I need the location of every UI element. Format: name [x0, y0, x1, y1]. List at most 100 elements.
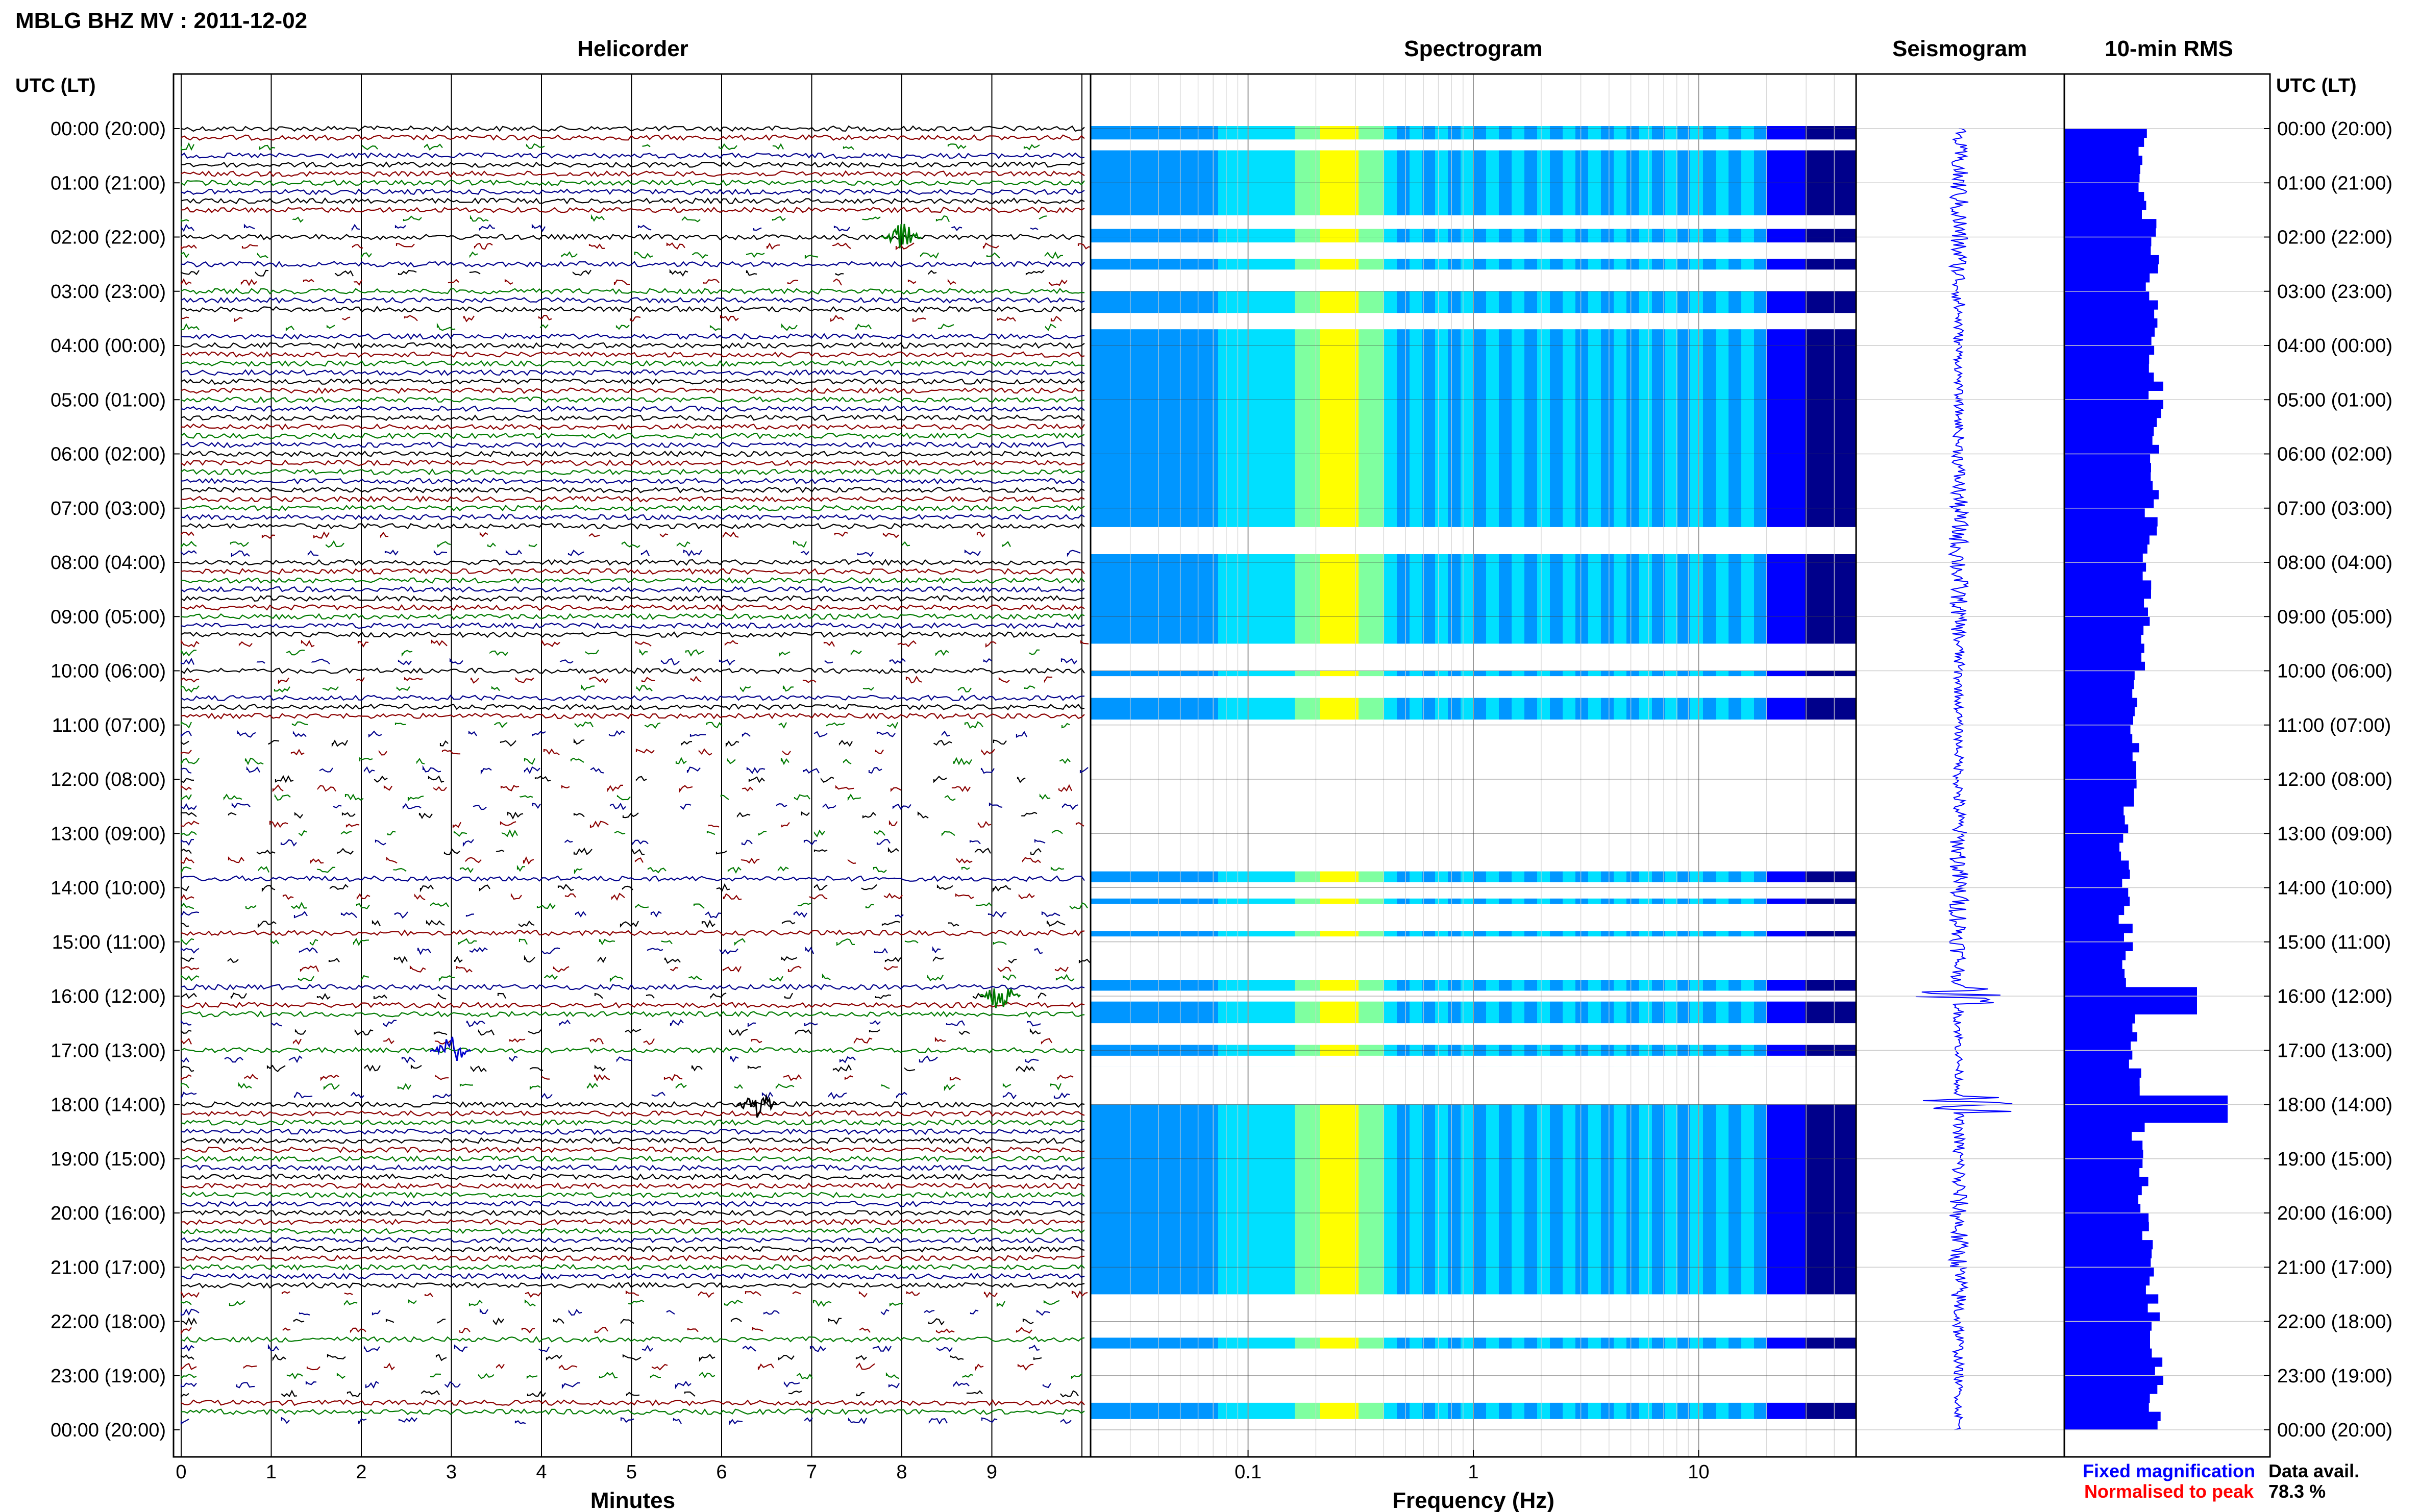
- time-label-right: 06:00 (02:00): [2277, 444, 2392, 465]
- rms-bar: [2064, 1150, 2143, 1159]
- helicorder-trace: [180, 1091, 1070, 1100]
- time-label-right: 11:00 (07:00): [2277, 715, 2391, 736]
- rms-bar: [2064, 1204, 2141, 1213]
- helicorder-trace: [181, 1219, 1085, 1226]
- rms-bar: [2064, 173, 2140, 183]
- helicorder-trace: [180, 937, 1007, 946]
- helicorder-trace: [181, 369, 1085, 376]
- helicorder-trace: [181, 360, 1085, 367]
- time-label-left: 19:00 (15:00): [51, 1149, 166, 1170]
- rms-bar: [2064, 851, 2121, 861]
- helicorder-event: [979, 988, 1021, 1008]
- rms-bar: [2064, 508, 2145, 517]
- time-label-right: 19:00 (15:00): [2277, 1149, 2392, 1170]
- utc-header-right: UTC (LT): [2276, 75, 2357, 96]
- time-label-right: 16:00 (12:00): [2277, 986, 2392, 1007]
- helicorder-trace: [180, 893, 1035, 902]
- time-label-left: 04:00 (00:00): [51, 335, 166, 357]
- rms-bar: [2064, 1267, 2154, 1277]
- panel-title-rms: 10-min RMS: [2105, 36, 2233, 61]
- helicorder-trace: [181, 1246, 1085, 1253]
- helicorder-trace: [181, 1200, 1085, 1207]
- time-label-left: 02:00 (22:00): [51, 227, 166, 249]
- spectrogram-xlabel: Frequency (Hz): [1392, 1488, 1554, 1512]
- helicorder-trace: [181, 1110, 1085, 1118]
- time-label-left: 14:00 (10:00): [51, 878, 166, 899]
- helicorder-trace: [180, 721, 1070, 729]
- helicorder-x-tick-label: 1: [266, 1461, 277, 1483]
- helicorder-trace: [180, 765, 1089, 775]
- helicorder-trace: [181, 405, 1085, 412]
- helicorder-trace: [181, 559, 1085, 566]
- time-label-right: 04:00 (00:00): [2277, 335, 2392, 357]
- helicorder-x-tick-label: 4: [536, 1461, 547, 1483]
- helicorder-trace: [180, 1055, 1039, 1063]
- helicorder-trace: [180, 1299, 1060, 1307]
- rms-bar: [2064, 544, 2148, 554]
- rms-bar: [2064, 761, 2136, 771]
- helicorder-x-tick-label: 0: [176, 1461, 186, 1483]
- helicorder-trace: [180, 1380, 1051, 1390]
- time-label-right: 10:00 (06:00): [2277, 661, 2392, 682]
- rms-bar: [2064, 626, 2144, 635]
- helicorder-trace: [180, 794, 1051, 802]
- helicorder-trace: [181, 1263, 1085, 1271]
- helicorder-trace: [181, 631, 1085, 638]
- time-label-right: 12:00 (08:00): [2277, 769, 2392, 790]
- rms-bar: [2064, 743, 2139, 753]
- helicorder-trace: [181, 233, 1085, 240]
- helicorder-trace: [180, 540, 1011, 549]
- time-label-left: 07:00 (03:00): [51, 498, 166, 519]
- panel-title-seismogram: Seismogram: [1892, 36, 2027, 61]
- helicorder-trace: [180, 142, 1040, 151]
- rms-bar: [2064, 951, 2126, 960]
- rms-bar: [2064, 345, 2155, 355]
- rms-bar: [2064, 878, 2122, 888]
- helicorder-trace: [181, 1408, 1085, 1416]
- rms-bar: [2064, 472, 2151, 482]
- helicorder-trace: [180, 1308, 1050, 1316]
- data-avail-label: Data avail.: [2268, 1460, 2359, 1481]
- rms-bar: [2064, 897, 2130, 906]
- rms-bar: [2064, 562, 2146, 572]
- rms-bar: [2064, 698, 2137, 707]
- rms-bar: [2064, 788, 2134, 798]
- helicorder-trace: [181, 288, 1085, 295]
- rms-bar: [2064, 1104, 2228, 1114]
- helicorder-trace: [181, 486, 1085, 493]
- helicorder-trace: [180, 214, 1047, 223]
- rms-bar: [2064, 824, 2129, 834]
- rms-bar: [2064, 210, 2142, 219]
- time-label-right: 20:00 (16:00): [2277, 1203, 2392, 1224]
- helicorder-x-tick-label: 8: [896, 1461, 907, 1483]
- time-label-right: 13:00 (09:00): [2277, 823, 2392, 845]
- helicorder-trace: [181, 1399, 1085, 1406]
- rms-bar: [2064, 1113, 2228, 1123]
- helicorder-trace: [181, 387, 1085, 394]
- rms-bar: [2064, 842, 2119, 852]
- helicorder-x-tick-label: 9: [986, 1461, 997, 1483]
- rms-bar: [2064, 481, 2153, 490]
- rms-bar: [2064, 526, 2157, 536]
- helicorder-x-tick-label: 6: [716, 1461, 727, 1483]
- time-label-left: 06:00 (02:00): [51, 444, 166, 465]
- rms-bar: [2064, 1122, 2145, 1132]
- x-axis-ticks: 0 1 2 3 4 5 6 7 8 9 0.1 1 10: [176, 1450, 1710, 1483]
- rms-bar: [2064, 1141, 2143, 1150]
- rms-bar: [2064, 1375, 2163, 1385]
- helicorder-xlabel: Minutes: [590, 1488, 675, 1512]
- helicorder-trace: [181, 523, 1085, 530]
- time-label-left: 09:00 (05:00): [51, 606, 166, 628]
- helicorder-trace: [181, 983, 1085, 990]
- rms-bar: [2064, 680, 2134, 689]
- helicorder-trace: [181, 1101, 1085, 1108]
- helicorder-trace: [181, 125, 1085, 132]
- rms-bar: [2064, 860, 2129, 870]
- rms-bar: [2064, 444, 2159, 454]
- helicorder-trace: [181, 505, 1085, 512]
- rms-bar: [2064, 454, 2151, 463]
- time-label-right: 14:00 (10:00): [2277, 878, 2392, 899]
- helicorder-trace: [180, 864, 1065, 875]
- helicorder-trace: [181, 1001, 1085, 1009]
- helicorder-trace: [181, 1227, 1085, 1235]
